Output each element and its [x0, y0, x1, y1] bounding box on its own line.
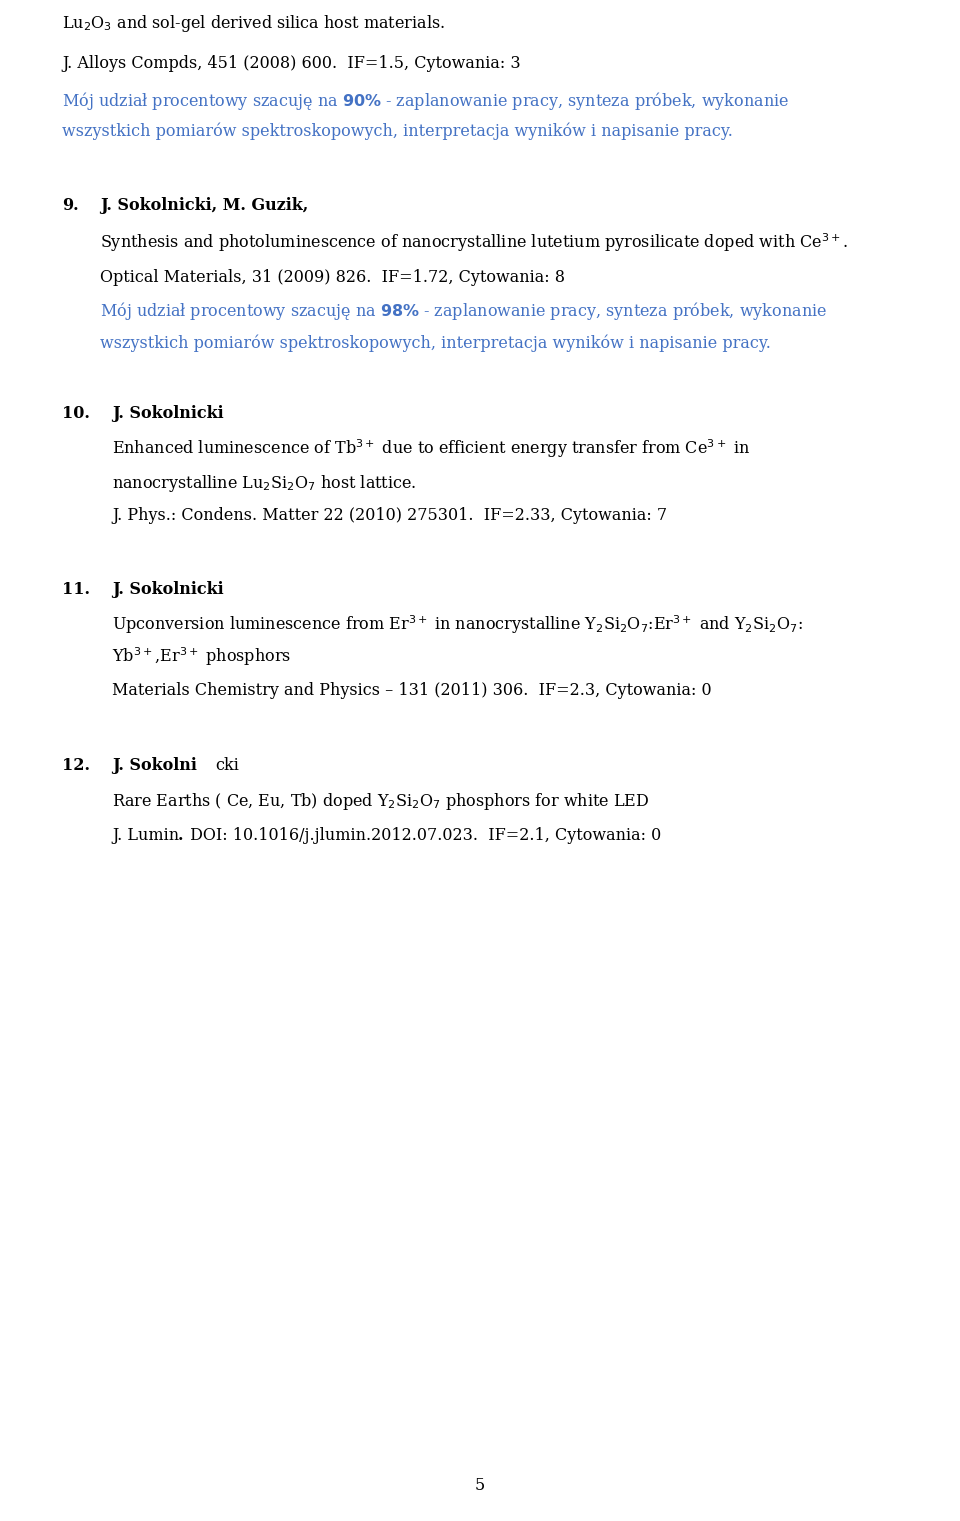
- Text: 9.: 9.: [62, 198, 79, 214]
- Text: Enhanced luminescence of Tb$^{3+}$ due to efficient energy transfer from Ce$^{3+: Enhanced luminescence of Tb$^{3+}$ due t…: [112, 438, 751, 459]
- Text: 5: 5: [475, 1477, 485, 1494]
- Text: DOI: 10.1016/j.jlumin.2012.07.023.  IF=2.1, Cytowania: 0: DOI: 10.1016/j.jlumin.2012.07.023. IF=2.…: [185, 827, 661, 844]
- Text: J. Phys.: Condens. Matter 22 (2010) 275301.  IF=2.33, Cytowania: 7: J. Phys.: Condens. Matter 22 (2010) 2753…: [112, 506, 667, 525]
- Text: Lu$_2$O$_3$ and sol-gel derived silica host materials.: Lu$_2$O$_3$ and sol-gel derived silica h…: [62, 14, 445, 33]
- Text: Mój udział procentowy szacuję na $\mathbf{98\%}$ - zaplanowanie pracy, synteza p: Mój udział procentowy szacuję na $\mathb…: [100, 300, 828, 322]
- Text: J. Sokolnicki, M. Guzik,: J. Sokolnicki, M. Guzik,: [100, 198, 308, 214]
- Text: cki: cki: [215, 757, 239, 774]
- Text: nanocrystalline Lu$_2$Si$_2$O$_7$ host lattice.: nanocrystalline Lu$_2$Si$_2$O$_7$ host l…: [112, 473, 417, 494]
- Text: J. Lumin: J. Lumin: [112, 827, 180, 844]
- Text: Synthesis and photoluminescence of nanocrystalline lutetium pyrosilicate doped w: Synthesis and photoluminescence of nanoc…: [100, 231, 849, 254]
- Text: Mój udział procentowy szacuję na $\mathbf{90\%}$ - zaplanowanie pracy, synteza p: Mój udział procentowy szacuję na $\mathb…: [62, 90, 789, 113]
- Text: J. Sokolnicki: J. Sokolnicki: [112, 405, 224, 421]
- Text: wszystkich pomiarów spektroskopowych, interpretacja wyników i napisanie pracy.: wszystkich pomiarów spektroskopowych, in…: [100, 335, 771, 351]
- Text: J. Sokolnicki: J. Sokolnicki: [112, 581, 224, 598]
- Text: Rare Earths ( Ce, Eu, Tb) doped Y$_2$Si$_2$O$_7$ phosphors for white LED: Rare Earths ( Ce, Eu, Tb) doped Y$_2$Si$…: [112, 791, 649, 812]
- Text: 11.: 11.: [62, 581, 90, 598]
- Text: .: .: [178, 827, 183, 844]
- Text: Yb$^{3+}$,Er$^{3+}$ phosphors: Yb$^{3+}$,Er$^{3+}$ phosphors: [112, 645, 291, 668]
- Text: Upconversion luminescence from Er$^{3+}$ in nanocrystalline Y$_2$Si$_2$O$_7$:Er$: Upconversion luminescence from Er$^{3+}$…: [112, 613, 803, 636]
- Text: Optical Materials, 31 (2009) 826.  IF=1.72, Cytowania: 8: Optical Materials, 31 (2009) 826. IF=1.7…: [100, 269, 565, 286]
- Text: J. Alloys Compds, 451 (2008) 600.  IF=1.5, Cytowania: 3: J. Alloys Compds, 451 (2008) 600. IF=1.5…: [62, 55, 520, 71]
- Text: Materials Chemistry and Physics – 131 (2011) 306.  IF=2.3, Cytowania: 0: Materials Chemistry and Physics – 131 (2…: [112, 681, 711, 700]
- Text: 10.: 10.: [62, 405, 90, 421]
- Text: wszystkich pomiarów spektroskopowych, interpretacja wyników i napisanie pracy.: wszystkich pomiarów spektroskopowych, in…: [62, 123, 732, 140]
- Text: 12.: 12.: [62, 757, 90, 774]
- Text: J. Sokolni: J. Sokolni: [112, 757, 197, 774]
